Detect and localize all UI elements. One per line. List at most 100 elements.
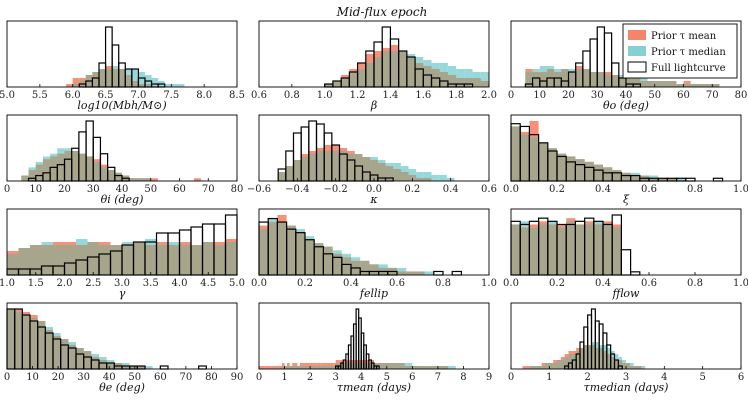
overlap-bar	[654, 81, 662, 87]
x-tick-label: 0.6	[251, 90, 267, 101]
full-lightcurve-bar	[159, 365, 169, 370]
overlap-bar	[669, 81, 677, 87]
x-tick-label: 10	[26, 372, 39, 383]
overlap-bar	[402, 363, 405, 369]
x-tick-label: 40	[103, 372, 116, 383]
overlap-bar	[214, 245, 226, 275]
x-tick-label: 50	[648, 90, 661, 101]
prior-mean-bar	[150, 178, 158, 181]
x-tick-label: 8.0	[196, 90, 212, 101]
overlap-bar	[71, 151, 79, 181]
x-tick-label: 7	[435, 372, 441, 383]
overlap-bar	[339, 151, 348, 181]
overlap-bar	[91, 357, 99, 369]
overlap-bar	[168, 245, 180, 275]
x-tick-label: 80	[231, 184, 244, 195]
x-tick-label: 30	[591, 90, 604, 101]
overlap-bar	[541, 366, 546, 369]
overlap-bar	[603, 224, 613, 275]
overlap-bar	[341, 78, 350, 87]
overlap-bar	[320, 366, 323, 369]
overlap-bar	[349, 72, 358, 87]
overlap-bar	[340, 363, 344, 369]
overlap-bar	[289, 366, 293, 369]
x-tick-label: 5.0	[0, 90, 15, 101]
x-axis-label: log10(Mbh/M⊙)	[77, 99, 166, 112]
x-tick-label: 40	[620, 90, 633, 101]
x-tick-label: 0	[4, 372, 10, 383]
overlap-bar	[76, 348, 84, 369]
prior-median-bar	[439, 175, 447, 181]
overlap-bar	[633, 78, 641, 87]
overlap-bar	[100, 167, 108, 181]
x-axis-label: fellip	[359, 287, 388, 300]
overlap-bar	[287, 366, 290, 369]
x-tick-label: 0	[256, 372, 262, 383]
overlap-bar	[584, 224, 594, 275]
x-tick-label: 0	[508, 90, 514, 101]
x-axis-label: θo (deg)	[603, 99, 649, 112]
overlap-bar	[590, 72, 598, 87]
overlap-bar	[284, 366, 288, 369]
overlap-bar	[549, 363, 554, 369]
overlap-bar	[308, 154, 317, 181]
x-tick-label: 0.8	[435, 278, 451, 289]
overlap-bar	[464, 78, 473, 87]
overlap-bar	[404, 366, 408, 369]
panel-frame	[6, 302, 238, 370]
overlap-bar	[371, 363, 374, 369]
overlap-bar	[633, 366, 638, 369]
x-tick-label: 70	[202, 184, 215, 195]
overlap-bar	[629, 366, 634, 369]
overlap-bar	[597, 72, 605, 87]
overlap-bar	[331, 151, 340, 181]
x-tick-label: 5	[699, 372, 705, 383]
x-tick-label: 0.0	[366, 184, 382, 195]
overlap-bar	[437, 366, 441, 369]
x-tick-label: 3	[623, 372, 629, 383]
overlap-bar	[297, 366, 300, 369]
overlap-bar	[599, 348, 603, 369]
overlap-bar	[606, 354, 611, 369]
x-tick-label: 3.5	[143, 278, 159, 289]
x-tick-label: 0.6	[481, 184, 497, 195]
x-tick-label: 60	[154, 372, 167, 383]
overlap-bar	[324, 84, 333, 87]
prior-mean-bar	[522, 366, 527, 369]
overlap-bar	[568, 72, 576, 87]
overlap-bar	[42, 159, 51, 181]
overlap-bar	[593, 164, 603, 181]
overlap-bar	[122, 245, 134, 275]
overlap-bar	[595, 348, 600, 369]
overlap-bar	[317, 366, 321, 369]
overlap-bar	[361, 363, 364, 369]
overlap-bar	[712, 84, 720, 87]
overlap-bar	[423, 66, 432, 87]
overlap-bar	[580, 348, 584, 369]
prior-median-bar	[641, 366, 646, 369]
overlap-bar	[225, 242, 237, 275]
overlap-bar	[614, 360, 619, 369]
overlap-bar	[18, 248, 30, 275]
panel-2: 0 10 20 30 40 50 60 70 80 θo (deg)	[508, 20, 747, 112]
x-tick-label: 1.4	[382, 90, 398, 101]
prior-mean-bar	[269, 366, 272, 369]
x-tick-label: 0.6	[389, 278, 405, 289]
overlap-bar	[603, 351, 607, 369]
overlap-bar	[547, 224, 557, 275]
overlap-bar	[369, 264, 379, 275]
overlap-bar	[106, 363, 115, 369]
overlap-bar	[7, 254, 19, 275]
overlap-bar	[351, 363, 354, 369]
overlap-bar	[423, 178, 432, 181]
overlap-bar	[560, 360, 565, 369]
overlap-bar	[587, 345, 592, 369]
overlap-bar	[368, 363, 372, 369]
x-tick-label: 0.0	[503, 184, 519, 195]
x-tick-label: 0.2	[549, 184, 565, 195]
overlap-bar	[332, 253, 342, 275]
overlap-bar	[530, 366, 534, 369]
x-tick-label: 1.5	[28, 278, 44, 289]
x-tick-label: 7.5	[163, 90, 179, 101]
overlap-bar	[397, 363, 400, 369]
